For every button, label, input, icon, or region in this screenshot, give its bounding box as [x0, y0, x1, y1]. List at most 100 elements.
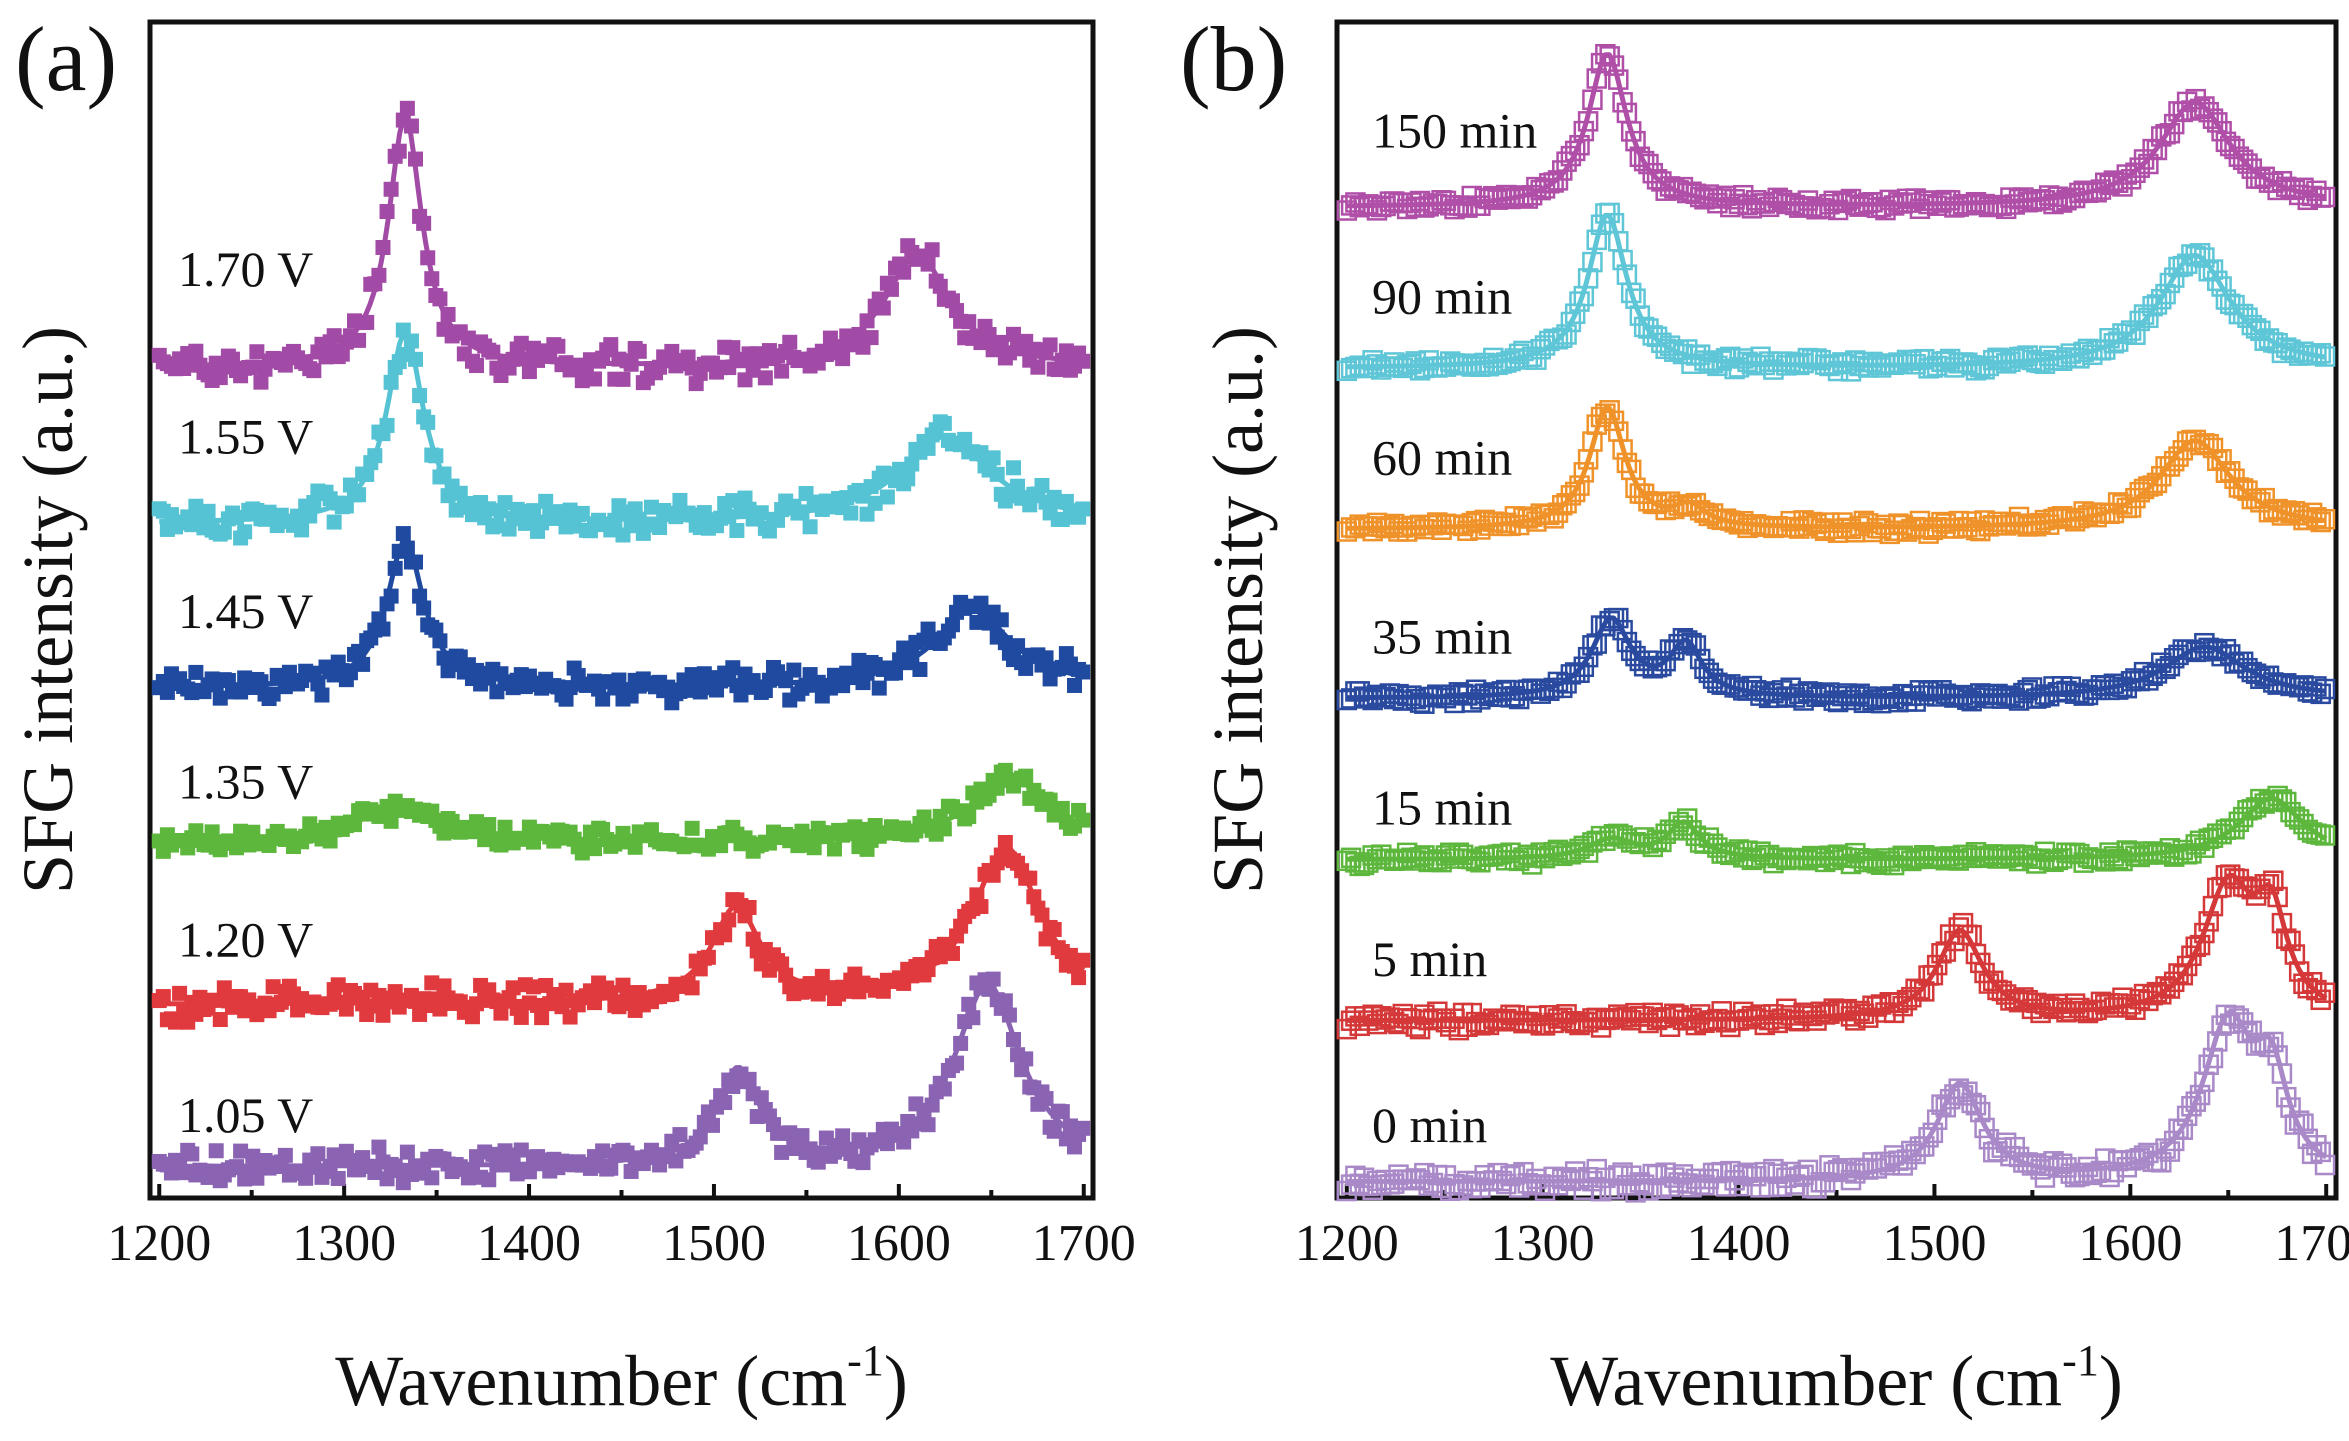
data-point — [912, 661, 928, 677]
data-point — [314, 687, 330, 703]
data-point — [326, 514, 342, 530]
panel-a: (a) SFG intensity (a.u.) Wavenumber (cm-1)… — [8, 8, 1136, 1421]
series-150-min: 150 min — [1336, 43, 2336, 221]
data-point — [1603, 55, 1625, 76]
data-point — [643, 499, 659, 515]
data-point — [1573, 462, 1595, 483]
data-point — [212, 690, 228, 706]
data-point — [550, 338, 566, 354]
data-point — [249, 344, 265, 360]
fit-line — [1346, 405, 2327, 531]
data-point — [1030, 359, 1046, 375]
data-point — [1046, 1123, 1062, 1139]
x-tick-label: 1300 — [1491, 1215, 1595, 1272]
data-point — [924, 242, 940, 258]
fit-line — [159, 116, 1085, 369]
data-point — [513, 335, 529, 351]
fit-line — [1346, 795, 2328, 862]
data-point — [525, 979, 541, 995]
data-point — [176, 1165, 192, 1181]
data-point — [900, 471, 916, 487]
x-axis-label: Wavenumber (cm-1) — [1550, 1336, 2123, 1421]
data-point — [1046, 489, 1062, 505]
trace-label: 1.05 V — [178, 1087, 313, 1143]
data-point — [1965, 1094, 1987, 1116]
data-point — [326, 328, 342, 344]
y-axis-label: SFG intensity (a.u.) — [1198, 326, 1278, 894]
data-point — [1075, 1120, 1091, 1136]
data-point — [424, 975, 440, 991]
data-point — [729, 522, 745, 538]
x-tick-label: 1200 — [1295, 1215, 1399, 1272]
data-point — [330, 977, 346, 993]
x-tick-label: 1200 — [107, 1215, 211, 1272]
data-point — [306, 363, 322, 379]
data-point — [351, 332, 367, 348]
data-point — [513, 1142, 529, 1158]
fit-line — [1346, 213, 2327, 370]
data-point — [692, 1129, 708, 1145]
data-point — [936, 415, 952, 431]
data-point — [155, 989, 171, 1005]
data-point — [835, 1128, 851, 1144]
data-point — [464, 1009, 480, 1025]
data-point — [595, 691, 611, 707]
data-point — [2310, 1141, 2331, 1163]
x-tick-label: 1400 — [477, 1215, 581, 1272]
data-point — [204, 824, 220, 840]
series-0-min: 0 min — [1336, 1004, 2336, 1203]
data-point — [818, 1130, 834, 1146]
data-point — [2310, 683, 2331, 705]
trace-label: 5 min — [1372, 931, 1487, 987]
trace-label: 90 min — [1372, 268, 1512, 324]
fit-line — [159, 981, 1085, 1169]
data-point — [631, 343, 647, 359]
data-point — [310, 1146, 326, 1162]
fit-line — [1346, 52, 2327, 209]
data-point — [424, 1170, 440, 1186]
data-point — [277, 1147, 293, 1163]
data-point — [587, 841, 603, 857]
data-point — [334, 346, 350, 362]
series-1_05-V: 1.05 V — [151, 971, 1091, 1191]
fit-line — [159, 538, 1085, 689]
trace-label: 150 min — [1372, 102, 1537, 158]
data-point — [871, 680, 887, 696]
data-point — [233, 684, 249, 700]
data-point — [615, 371, 631, 387]
data-point — [208, 1143, 224, 1159]
data-point — [2185, 1091, 2206, 1112]
fit-line — [1346, 872, 2328, 1023]
series-1_70-V: 1.70 V — [151, 100, 1091, 392]
panel-label: (b) — [1180, 8, 1287, 110]
data-point — [1569, 475, 1590, 496]
data-point — [757, 370, 773, 386]
data-point — [481, 1172, 497, 1188]
trace-label: 1.70 V — [178, 241, 313, 297]
trace-label: 1.20 V — [178, 911, 313, 967]
series-35-min: 35 min — [1336, 607, 2336, 714]
data-point — [782, 334, 798, 350]
data-point — [961, 809, 977, 825]
data-point — [725, 340, 741, 356]
data-point — [1612, 619, 1633, 641]
data-point — [566, 518, 582, 534]
data-point — [684, 980, 700, 996]
data-point — [558, 691, 574, 707]
series-15-min: 15 min — [1336, 780, 2336, 877]
data-point — [863, 330, 879, 346]
series-1_20-V: 1.20 V — [151, 834, 1091, 1030]
fit-line — [1346, 615, 2327, 701]
x-tick-label: 1500 — [1882, 1215, 1986, 1272]
data-point — [395, 526, 411, 542]
data-point — [505, 980, 521, 996]
data-point — [2306, 1135, 2327, 1156]
data-point — [249, 1170, 265, 1186]
trace-label: 1.55 V — [178, 409, 313, 465]
data-point — [497, 819, 513, 835]
data-point — [851, 652, 867, 668]
data-point — [603, 337, 619, 353]
data-point — [822, 680, 838, 696]
data-point — [184, 1146, 200, 1162]
